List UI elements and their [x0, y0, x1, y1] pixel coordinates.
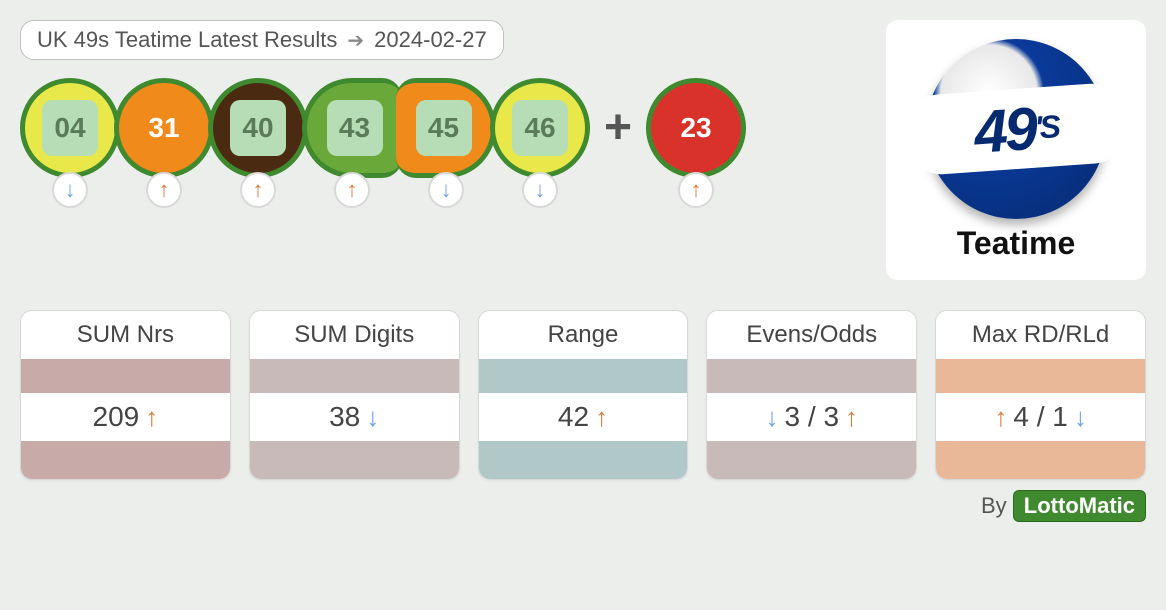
stat-card: SUM Digits 38 ↓: [249, 310, 460, 480]
stat-band: [250, 441, 459, 479]
arrow-up-icon: ↑: [595, 402, 608, 433]
arrow-down-icon: ↓: [366, 402, 379, 433]
stat-title: SUM Digits: [250, 311, 459, 359]
arrow-up-icon: ↑: [253, 179, 264, 201]
stat-value: 38 ↓: [250, 393, 459, 441]
trend-indicator: ↑: [334, 172, 370, 208]
footer-by: By: [981, 493, 1007, 518]
ball-circle: 45: [396, 78, 496, 178]
stat-band: [707, 359, 916, 393]
stat-title: Range: [479, 311, 688, 359]
ball-circle: 40: [208, 78, 308, 178]
ball-circle: 23: [646, 78, 746, 178]
ball-number: 23: [668, 100, 724, 156]
trend-indicator: ↓: [428, 172, 464, 208]
trend-indicator: ↓: [52, 172, 88, 208]
stat-band: [250, 359, 459, 393]
ball-number: 45: [416, 100, 472, 156]
ball-circle: 31: [114, 78, 214, 178]
stat-value: ↓ 3 / 3 ↑: [707, 393, 916, 441]
arrow-down-icon: ↓: [766, 402, 779, 433]
stat-card: SUM Nrs 209 ↑: [20, 310, 231, 480]
result-ball: 45 ↓: [396, 78, 496, 208]
arrow-down-icon: ↓: [535, 179, 546, 201]
arrow-right-icon: ➔: [347, 28, 364, 53]
logo-band: 49'S: [898, 81, 1133, 177]
stat-title: Max RD/RLd: [936, 311, 1145, 359]
title-bar: UK 49s Teatime Latest Results ➔ 2024-02-…: [20, 20, 504, 60]
stat-value-text: 3 / 3: [785, 401, 839, 433]
stat-band: [936, 441, 1145, 479]
arrow-up-icon: ↑: [994, 402, 1007, 433]
arrow-up-icon: ↑: [845, 402, 858, 433]
ball-number: 46: [512, 100, 568, 156]
page-title: UK 49s Teatime Latest Results: [37, 27, 337, 53]
logo-label: Teatime: [957, 225, 1076, 262]
stat-value-text: 4 / 1: [1013, 401, 1067, 433]
footer: By LottoMatic: [20, 490, 1146, 522]
logo-ball-icon: 49'S: [926, 39, 1106, 219]
stat-value: 209 ↑: [21, 393, 230, 441]
trend-indicator: ↓: [522, 172, 558, 208]
stat-value: ↑ 4 / 1 ↓: [936, 393, 1145, 441]
stat-title: Evens/Odds: [707, 311, 916, 359]
logo-suffix: 'S: [1034, 107, 1059, 146]
stats-row: SUM Nrs 209 ↑SUM Digits 38 ↓Range 42 ↑Ev…: [20, 310, 1146, 480]
balls-row: 04 ↓ 31 ↑ 40 ↑ 43 ↑ 45 ↓ 46 ↓ +23 ↑: [20, 78, 868, 208]
arrow-down-icon: ↓: [441, 179, 452, 201]
result-ball: 04 ↓: [20, 78, 120, 208]
stat-value-text: 42: [558, 401, 589, 433]
logo-box: 49'S Teatime: [886, 20, 1146, 280]
stat-band: [21, 441, 230, 479]
stat-band: [707, 441, 916, 479]
stat-band: [479, 441, 688, 479]
ball-number: 31: [136, 100, 192, 156]
ball-number: 40: [230, 100, 286, 156]
result-ball: 31 ↑: [114, 78, 214, 208]
footer-brand: LottoMatic: [1013, 490, 1146, 522]
stat-card: Max RD/RLd ↑ 4 / 1 ↓: [935, 310, 1146, 480]
result-ball: 43 ↑: [302, 78, 402, 208]
trend-indicator: ↑: [240, 172, 276, 208]
arrow-up-icon: ↑: [145, 402, 158, 433]
stat-card: Range 42 ↑: [478, 310, 689, 480]
arrow-up-icon: ↑: [691, 179, 702, 201]
ball-circle: 04: [20, 78, 120, 178]
result-ball: 46 ↓: [490, 78, 590, 208]
plus-separator: +: [604, 100, 632, 155]
stat-band: [21, 359, 230, 393]
left-column: UK 49s Teatime Latest Results ➔ 2024-02-…: [20, 20, 868, 208]
stat-value: 42 ↑: [479, 393, 688, 441]
bonus-ball: 23 ↑: [646, 78, 746, 208]
arrow-up-icon: ↑: [347, 179, 358, 201]
logo-text: 49: [972, 93, 1037, 166]
ball-number: 04: [42, 100, 98, 156]
trend-indicator: ↑: [678, 172, 714, 208]
arrow-down-icon: ↓: [1074, 402, 1087, 433]
trend-indicator: ↑: [146, 172, 182, 208]
stat-band: [479, 359, 688, 393]
arrow-up-icon: ↑: [159, 179, 170, 201]
stat-value-text: 38: [329, 401, 360, 433]
ball-circle: 46: [490, 78, 590, 178]
stat-title: SUM Nrs: [21, 311, 230, 359]
arrow-down-icon: ↓: [65, 179, 76, 201]
stat-card: Evens/Odds ↓ 3 / 3 ↑: [706, 310, 917, 480]
result-ball: 40 ↑: [208, 78, 308, 208]
stat-band: [936, 359, 1145, 393]
header-row: UK 49s Teatime Latest Results ➔ 2024-02-…: [20, 20, 1146, 280]
ball-number: 43: [327, 100, 383, 156]
ball-circle: 43: [302, 78, 402, 178]
result-date: 2024-02-27: [374, 27, 487, 53]
stat-value-text: 209: [93, 401, 140, 433]
